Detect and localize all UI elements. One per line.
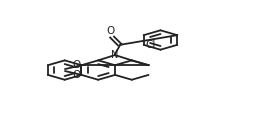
Text: O: O bbox=[72, 70, 80, 80]
Text: O: O bbox=[72, 60, 80, 70]
Text: Cl: Cl bbox=[145, 40, 156, 50]
Text: N: N bbox=[111, 50, 119, 60]
Text: O: O bbox=[107, 26, 115, 36]
